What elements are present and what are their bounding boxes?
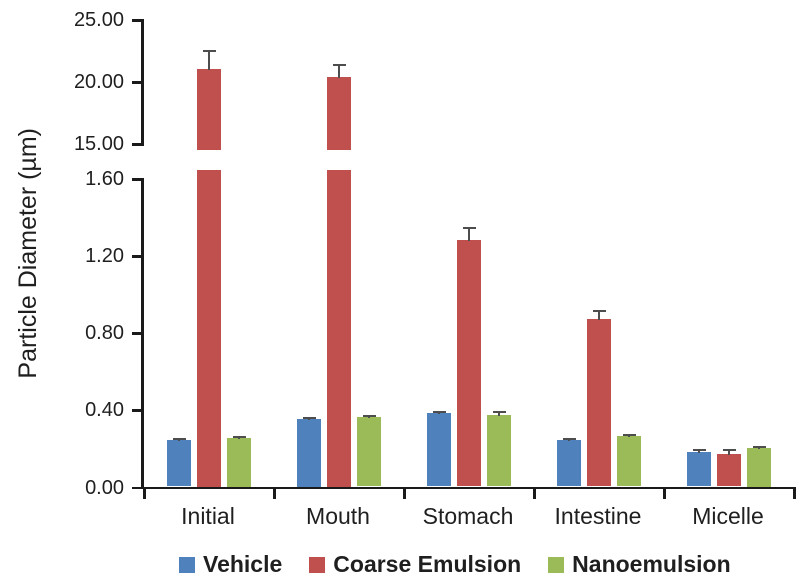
bar-coarse-emulsion-mouth-lower-segment: [327, 170, 351, 487]
y-tick-label-upper: 15.00: [73, 133, 124, 155]
x-tick-mark: [143, 489, 146, 499]
bar-nanoemulsion-micelle: [747, 447, 771, 487]
category-label-micelle: Micelle: [692, 503, 764, 529]
bar-coarse-emulsion-stomach: [457, 239, 481, 487]
bar-coarse-emulsion-intestine-error-whisker: [598, 311, 600, 320]
bar-vehicle-mouth-error-whisker: [308, 417, 310, 420]
bar-nanoemulsion-initial-error-cap: [232, 436, 246, 439]
category-label-initial: Initial: [181, 503, 235, 529]
bar-coarse-emulsion-micelle: [717, 453, 741, 487]
y-tick-mark-upper: [132, 143, 141, 146]
bar-vehicle-initial-error-whisker: [178, 439, 180, 442]
y-tick-label-lower: 0.40: [85, 399, 124, 422]
bar-vehicle-stomach: [427, 413, 451, 487]
bar-vehicle-mouth: [297, 419, 321, 487]
x-tick-mark: [403, 489, 406, 499]
bar-nanoemulsion-intestine-error-cap: [622, 433, 636, 436]
legend-item-vehicle: Vehicle: [179, 551, 282, 578]
x-tick-mark: [663, 489, 666, 499]
bar-coarse-emulsion-stomach-error-whisker: [468, 228, 470, 241]
bar-vehicle-initial-error-cap: [172, 438, 186, 441]
bar-nanoemulsion-stomach-error-cap: [492, 411, 506, 414]
bar-coarse-emulsion-mouth-error-whisker: [338, 64, 340, 79]
legend-label: Coarse Emulsion: [333, 551, 522, 577]
legend-item-coarse-emulsion: Coarse Emulsion: [309, 551, 521, 578]
bar-coarse-emulsion-initial-error-cap: [202, 50, 216, 53]
y-tick-mark-lower: [132, 178, 141, 181]
bar-nanoemulsion-intestine-error-whisker: [628, 434, 630, 438]
bar-vehicle-intestine-error-cap: [562, 437, 576, 440]
y-tick-mark-lower: [132, 255, 141, 258]
bar-coarse-emulsion-intestine-error-cap: [592, 310, 606, 313]
bar-nanoemulsion-micelle-error-whisker: [758, 446, 760, 449]
bar-nanoemulsion-mouth-error-cap: [362, 414, 376, 417]
category-label-mouth: Mouth: [306, 503, 370, 529]
bar-nanoemulsion-mouth: [357, 417, 381, 487]
bar-nanoemulsion-stomach: [487, 415, 511, 487]
bar-coarse-emulsion-intestine: [587, 318, 611, 487]
bar-coarse-emulsion-mouth-upper-segment: [327, 77, 351, 150]
y-axis-title: Particle Diameter (µm): [14, 128, 42, 379]
bar-vehicle-stomach-error-cap: [432, 410, 446, 413]
y-tick-mark-upper: [132, 19, 141, 22]
bar-coarse-emulsion-initial-error-whisker: [208, 51, 210, 70]
bar-vehicle-micelle-error-cap: [692, 448, 706, 451]
x-tick-mark: [793, 489, 796, 499]
bar-vehicle-mouth-error-cap: [302, 416, 316, 419]
y-axis-lower-line: [141, 178, 144, 489]
x-tick-mark: [273, 489, 276, 499]
legend-swatch-icon: [548, 556, 565, 573]
y-tick-label-lower: 0.80: [85, 322, 124, 345]
bar-vehicle-micelle: [687, 451, 711, 487]
bar-nanoemulsion-stomach-error-whisker: [498, 412, 500, 417]
bar-coarse-emulsion-micelle-error-cap: [722, 448, 736, 451]
bar-vehicle-micelle-error-whisker: [698, 449, 700, 453]
y-tick-mark-lower: [132, 332, 141, 335]
bar-nanoemulsion-intestine: [617, 436, 641, 487]
bar-coarse-emulsion-stomach-error-cap: [462, 227, 476, 230]
y-axis-title-wrap: Particle Diameter (µm): [14, 0, 43, 507]
y-tick-mark-upper: [132, 81, 141, 84]
bar-vehicle-stomach-error-whisker: [438, 411, 440, 415]
y-tick-label-lower: 1.20: [85, 245, 124, 268]
category-label-intestine: Intestine: [554, 503, 642, 529]
bar-nanoemulsion-initial-error-whisker: [238, 437, 240, 440]
y-tick-mark-lower: [132, 486, 141, 489]
bar-vehicle-intestine-error-whisker: [568, 438, 570, 442]
y-tick-mark-lower: [132, 409, 141, 412]
y-tick-label-lower: 1.60: [85, 168, 124, 190]
legend-item-nanoemulsion: Nanoemulsion: [548, 551, 731, 578]
legend-swatch-icon: [309, 556, 326, 573]
y-axis-upper-line: [141, 19, 144, 146]
category-label-stomach: Stomach: [422, 503, 514, 529]
x-axis-line: [141, 486, 796, 489]
bar-coarse-emulsion-micelle-error-whisker: [728, 449, 730, 455]
bar-coarse-emulsion-mouth-error-cap: [332, 63, 346, 66]
bar-nanoemulsion-initial: [227, 438, 251, 487]
bar-vehicle-initial: [167, 440, 191, 487]
legend-label: Nanoemulsion: [572, 551, 731, 577]
bar-coarse-emulsion-initial-lower-segment: [197, 170, 221, 487]
legend-label: Vehicle: [203, 551, 283, 577]
bar-vehicle-intestine: [557, 440, 581, 487]
legend: Vehicle Coarse Emulsion Nanoemulsion: [179, 551, 731, 578]
x-tick-mark: [533, 489, 536, 499]
bar-nanoemulsion-micelle-error-cap: [752, 445, 766, 448]
y-tick-label-lower: 0.00: [85, 476, 124, 499]
bar-coarse-emulsion-initial-upper-segment: [197, 68, 221, 150]
bar-nanoemulsion-mouth-error-whisker: [368, 415, 370, 419]
y-tick-label-upper: 20.00: [73, 71, 124, 93]
y-tick-label-upper: 25.00: [73, 9, 124, 31]
legend-swatch-icon: [179, 556, 195, 573]
